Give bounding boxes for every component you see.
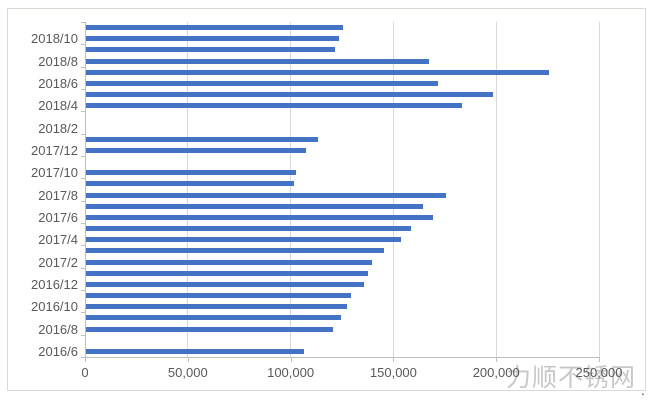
- x-axis-label-100,000: 100,000: [267, 365, 315, 380]
- y-axis-label-2017/4: 2017/4: [38, 232, 78, 248]
- bar-2016/10: [86, 304, 348, 310]
- gridline-50,000: [187, 22, 189, 357]
- y-axis-label-2017/6: 2017/6: [38, 209, 78, 225]
- y-axis-tick: [81, 111, 85, 113]
- y-axis-label-2017/12: 2017/12: [31, 142, 78, 158]
- bar-2017/5: [86, 226, 411, 232]
- bar-2018/9: [86, 47, 335, 53]
- bar-2018/6: [86, 80, 438, 86]
- x-axis-tick-50,000: [187, 358, 189, 362]
- bar-2017/12: [86, 147, 306, 153]
- y-axis-tick: [81, 245, 85, 247]
- y-axis-label-2016/6: 2016/6: [38, 343, 78, 359]
- y-axis-label-2017/8: 2017/8: [38, 187, 78, 203]
- y-axis-label-2018/8: 2018/8: [38, 53, 78, 69]
- y-axis-tick: [81, 200, 85, 202]
- bar-2016/6: [86, 348, 304, 354]
- bar-2016/12: [86, 281, 364, 287]
- watermark-text: 力顺不锈网: [506, 364, 637, 392]
- y-axis-tick: [81, 223, 85, 224]
- y-axis-label-2016/12: 2016/12: [31, 276, 78, 292]
- bar-2016/9: [86, 315, 341, 321]
- bar-2017/6: [86, 214, 434, 220]
- x-axis-label-150,000: 150,000: [369, 365, 417, 380]
- gridline-100,000: [290, 22, 292, 357]
- gridline-200,000: [495, 22, 497, 357]
- bar-2017/2: [86, 259, 372, 265]
- bar-2018/5: [86, 92, 494, 98]
- y-axis-tick: [81, 178, 85, 180]
- bar-2017/4: [86, 237, 401, 243]
- y-axis-tick: [81, 357, 85, 358]
- y-axis-label-2018/4: 2018/4: [38, 98, 78, 114]
- bar-2018/10: [86, 36, 339, 42]
- x-axis-tick-0: [85, 358, 86, 362]
- bar-2018/11: [86, 25, 343, 31]
- bar-2018/1: [86, 136, 319, 142]
- y-axis-label-2016/8: 2016/8: [38, 321, 78, 337]
- y-axis-label-2016/10: 2016/10: [31, 299, 78, 315]
- y-axis-label-2017/2: 2017/2: [38, 254, 78, 270]
- y-axis-label-2018/6: 2018/6: [38, 75, 78, 91]
- bar-2018/4: [86, 103, 463, 109]
- x-axis-tick-250,000: [599, 358, 600, 362]
- x-axis-label-250,000: 250,000: [575, 365, 623, 380]
- y-axis-tick: [81, 312, 85, 314]
- y-axis-tick: [81, 156, 85, 157]
- x-axis-tick-150,000: [393, 358, 395, 362]
- bar-2018/7: [86, 69, 549, 75]
- bar-2018/8: [86, 58, 430, 64]
- x-axis-label-50,000: 50,000: [167, 365, 208, 380]
- x-axis-label-0: 0: [81, 365, 89, 380]
- bar-2017/8: [86, 192, 446, 198]
- bar-2016/11: [86, 293, 352, 299]
- watermark-dot: .: [641, 382, 645, 398]
- y-axis-label-2018/2: 2018/2: [38, 120, 78, 136]
- bar-2017/7: [86, 203, 424, 209]
- y-axis-tick: [81, 267, 85, 269]
- x-axis-tick-100,000: [290, 358, 292, 362]
- y-axis-tick: [81, 89, 85, 90]
- y-axis-label-2017/10: 2017/10: [31, 165, 78, 181]
- gridline-150,000: [392, 22, 394, 357]
- y-axis-tick: [81, 290, 85, 291]
- bar-2017/10: [86, 170, 296, 176]
- bar-2017/1: [86, 270, 368, 276]
- y-axis-label-2018/10: 2018/10: [31, 31, 78, 47]
- plot-area: [85, 22, 600, 358]
- bar-2016/8: [86, 326, 333, 332]
- y-axis-tick: [81, 133, 85, 135]
- gridline-250,000: [598, 22, 600, 357]
- bar-2017/3: [86, 248, 385, 254]
- y-axis-tick: [81, 44, 85, 46]
- bar-2017/9: [86, 181, 294, 187]
- x-axis-tick-200,000: [496, 358, 498, 362]
- y-axis-tick: [81, 66, 85, 68]
- x-axis-label-200,000: 200,000: [472, 365, 520, 380]
- y-axis-tick: [81, 334, 85, 336]
- y-axis-tick: [81, 22, 85, 23]
